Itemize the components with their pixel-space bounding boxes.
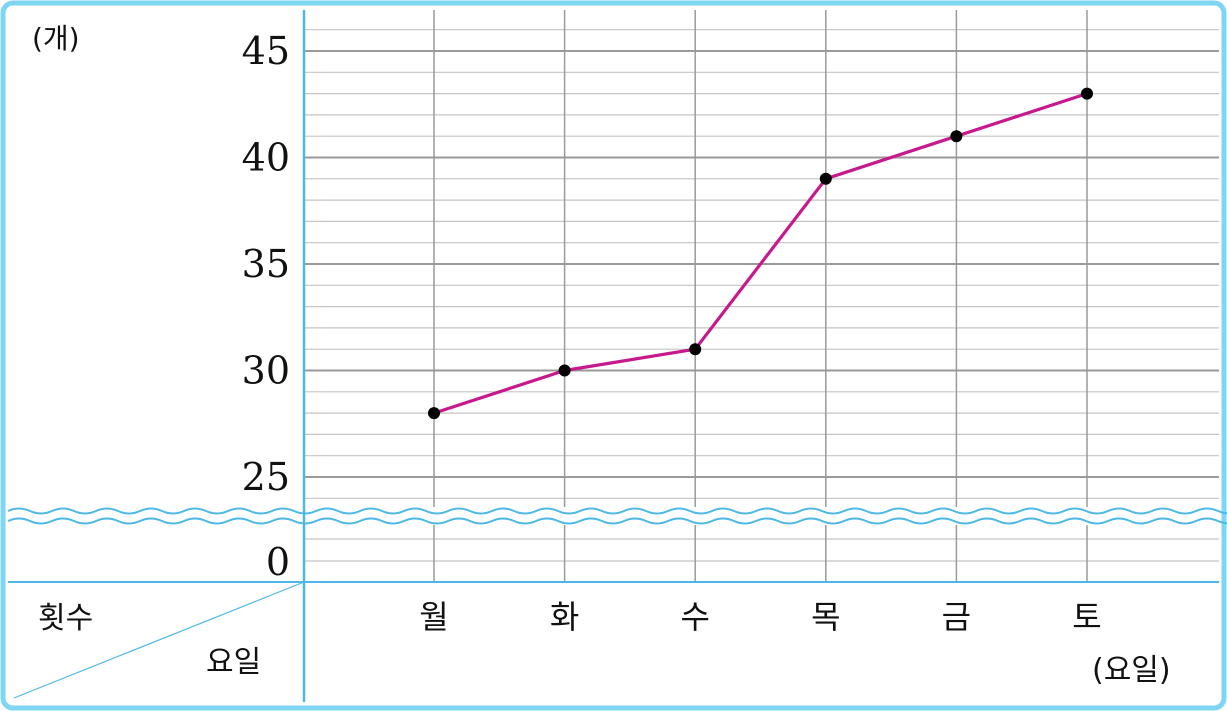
data-point	[689, 343, 701, 355]
y-tick-label: 40	[242, 136, 290, 180]
data-point	[950, 130, 962, 142]
x-tick-label: 목	[811, 598, 840, 636]
y-tick-label: 45	[242, 29, 290, 73]
y-tick-label: 25	[242, 455, 290, 499]
x-unit-label: (요일)	[1092, 653, 1171, 688]
x-tick-label: 월	[419, 598, 448, 636]
x-tick-label: 수	[680, 598, 709, 636]
x-tick-label: 화	[550, 598, 579, 636]
x-tick-label: 토	[1072, 598, 1101, 636]
data-point	[428, 407, 440, 419]
y-tick-label: 0	[266, 540, 290, 584]
corner-bottom-label: 요일	[206, 645, 261, 680]
y-tick-label: 30	[242, 349, 290, 393]
data-point	[820, 173, 832, 185]
axis-break	[6, 507, 1227, 525]
x-tick-label: 금	[942, 598, 971, 636]
corner-top-label: 횟수	[38, 601, 93, 636]
data-point	[1081, 88, 1093, 100]
data-point	[559, 365, 571, 377]
y-unit-label: (개)	[32, 22, 80, 55]
y-tick-label: 35	[242, 242, 290, 286]
